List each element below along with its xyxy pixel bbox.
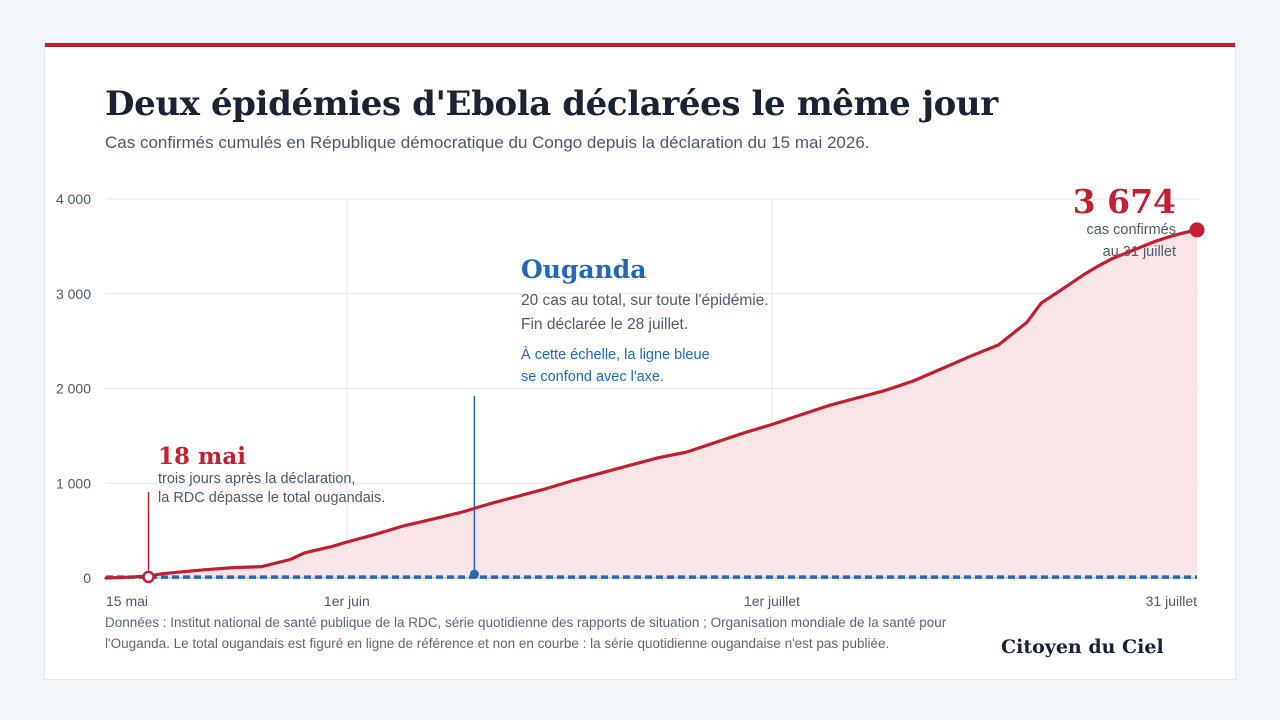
last-value-text: cas confirmés (1087, 222, 1176, 238)
x-tick-label: 31 juillet (1146, 593, 1197, 609)
crossing-text: la RDC dépasse le total ougandais. (158, 490, 385, 506)
crossing-label: 18 mai (158, 443, 246, 470)
x-tick-label: 1er juin (324, 593, 370, 609)
y-tick-label: 2 000 (56, 381, 91, 397)
rdc-series-line (104, 228, 1199, 580)
last-value-marker (1189, 222, 1205, 238)
y-tick-label: 4 000 (56, 191, 91, 207)
y-tick-label: 0 (83, 570, 91, 586)
chart-subtitle: Cas confirmés cumulés en République démo… (105, 133, 870, 152)
area-layer (106, 229, 1197, 578)
uganda-note: À cette échelle, la ligne bleue (521, 346, 710, 363)
source-note: Données : Institut national de santé pub… (105, 615, 947, 651)
last-value-label: 3 674 (1073, 182, 1176, 221)
uganda-marker (469, 569, 479, 579)
y-tick-label: 3 000 (56, 286, 91, 302)
uganda-note: se confond avec l'axe. (521, 369, 664, 385)
brand-logo: Citoyen du Ciel (1001, 636, 1164, 658)
uganda-text: Fin déclarée le 28 juillet. (521, 316, 688, 333)
annotations: Ouganda 20 cas au total, sur toute l'épid… (147, 182, 1176, 575)
uganda-text: 20 cas au total, sur toute l'épidémie. (521, 292, 769, 309)
rdc-area (106, 229, 1197, 578)
x-tick-label: 15 mai (106, 593, 148, 609)
crossing-text: trois jours après la déclaration, (158, 471, 355, 487)
x-tick-label: 1er juillet (744, 593, 800, 609)
chart-title: Deux épidémies d'Ebola déclarées le même… (105, 84, 998, 124)
crossing-marker (142, 570, 155, 584)
uganda-label: Ouganda (521, 255, 647, 284)
marks (104, 222, 1205, 584)
y-tick-label: 1 000 (56, 475, 91, 491)
